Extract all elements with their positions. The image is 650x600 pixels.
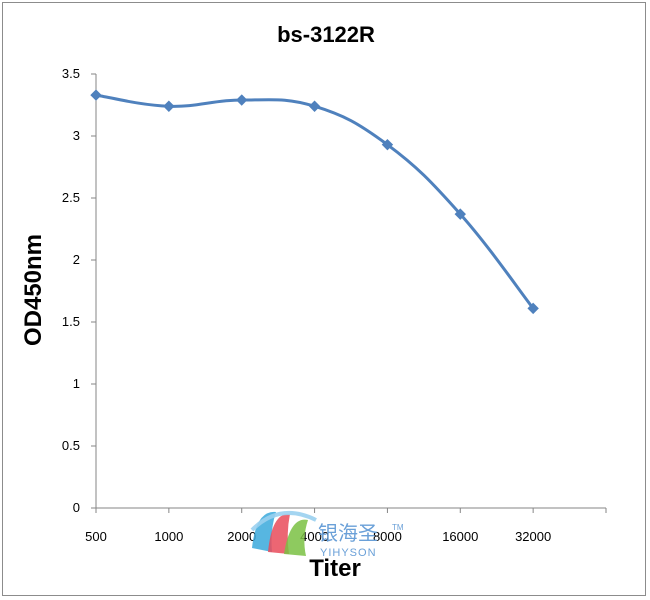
data-point (90, 89, 102, 101)
y-tick-label: 0 (73, 500, 80, 515)
data-point (381, 138, 394, 151)
y-axis-title: OD450nm (20, 234, 47, 346)
y-tick-label: 1.5 (62, 314, 80, 329)
series-line (95, 93, 535, 310)
y-tick-label: 1 (73, 376, 80, 391)
x-tick-label: 8000 (373, 529, 402, 544)
y-tick-label: 3 (73, 128, 80, 143)
x-tick-label: 4000 (300, 529, 329, 544)
brand-logo-icon (250, 511, 317, 556)
y-tick-label: 3.5 (62, 66, 80, 81)
brand-name-en: YIHYSON (320, 547, 377, 559)
data-point (163, 100, 175, 112)
brand-trademark: TM (392, 523, 404, 532)
y-tick-label: 2.5 (62, 190, 80, 205)
x-axis: 500 1000 2000 4000 8000 16000 32000 (85, 507, 607, 544)
brand-watermark: 银海圣 TM YIHYSON (250, 511, 404, 559)
y-axis: 0 0.5 1 1.5 2 2.5 3 3.5 (62, 66, 97, 515)
data-point (454, 208, 466, 220)
x-tick-label: 16000 (442, 529, 478, 544)
x-axis-title: Titer (309, 555, 361, 582)
x-tick-label: 1000 (154, 529, 183, 544)
chart-title: bs-3122R (277, 22, 375, 47)
y-tick-label: 2 (73, 252, 80, 267)
data-point (236, 94, 248, 106)
y-tick-label: 0.5 (62, 438, 80, 453)
data-point (308, 100, 321, 112)
x-tick-label: 2000 (227, 529, 256, 544)
x-tick-label: 500 (85, 529, 107, 544)
x-tick-label: 32000 (515, 529, 551, 544)
brand-name-cn: 银海圣 (318, 521, 378, 545)
plot-area (90, 89, 539, 315)
data-point (527, 302, 539, 315)
